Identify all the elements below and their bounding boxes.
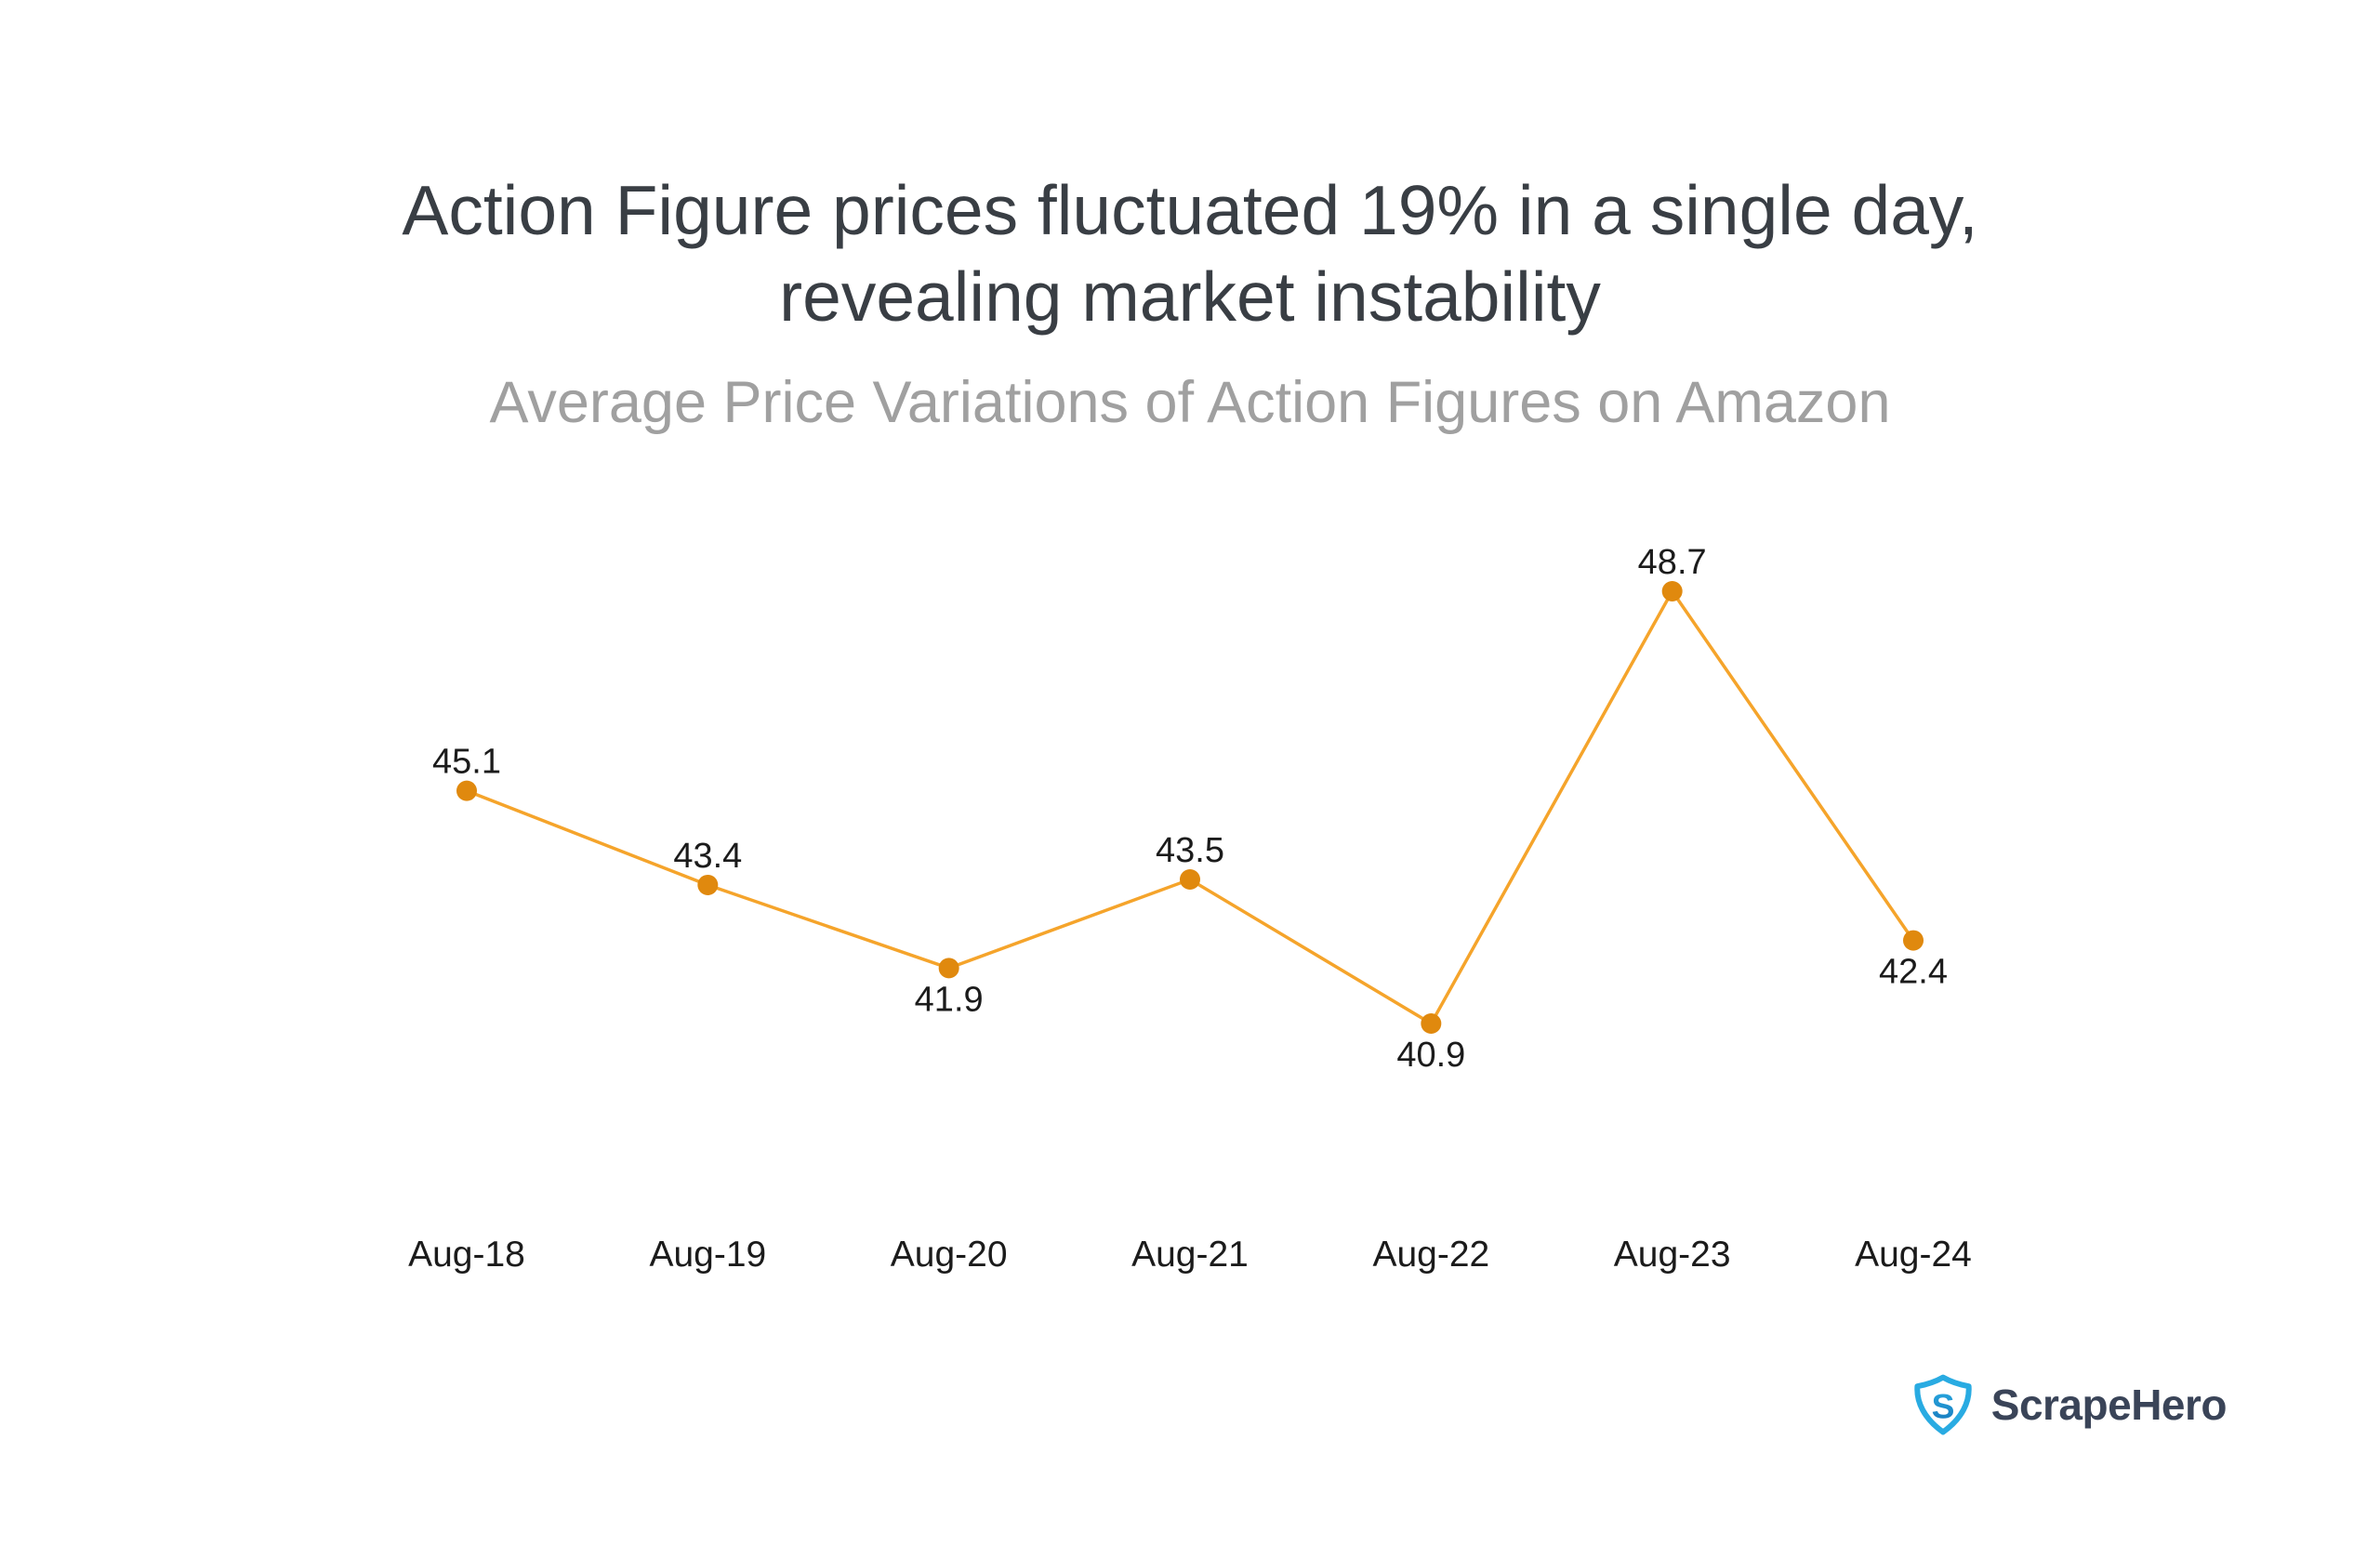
value-label-aug-21: 43.5 — [1156, 831, 1224, 870]
x-axis-label-aug-19: Aug-19 — [649, 1235, 766, 1275]
data-point-aug-19 — [697, 874, 719, 895]
x-axis-label-aug-23: Aug-23 — [1614, 1235, 1731, 1275]
x-axis-label-aug-20: Aug-20 — [891, 1235, 1008, 1275]
data-point-aug-24 — [1903, 930, 1924, 951]
brand-footer: S ScrapeHero — [1910, 1374, 2228, 1435]
value-label-aug-23: 48.7 — [1638, 543, 1707, 582]
chart-title: Action Figure prices fluctuated 19% in a… — [402, 171, 1978, 336]
data-point-aug-20 — [938, 958, 959, 979]
x-axis-label-aug-21: Aug-21 — [1131, 1235, 1249, 1275]
chart-subtitle: Average Price Variations of Action Figur… — [489, 370, 1891, 435]
shield-outline — [1914, 1374, 1972, 1435]
data-point-aug-22 — [1421, 1013, 1442, 1034]
data-point-aug-23 — [1661, 581, 1683, 601]
value-label-aug-22: 40.9 — [1396, 1036, 1465, 1075]
x-axis-label-aug-22: Aug-22 — [1372, 1235, 1489, 1275]
data-point-aug-21 — [1180, 869, 1200, 890]
x-axis-label-aug-24: Aug-24 — [1855, 1235, 1972, 1275]
shield-s-icon: S — [1914, 1374, 1972, 1435]
x-axis-label-aug-18: Aug-18 — [408, 1235, 525, 1275]
price-line — [466, 588, 1915, 1026]
data-point-aug-18 — [456, 780, 477, 801]
value-label-aug-20: 41.9 — [915, 980, 984, 1019]
shield-s-letter: S — [1931, 1386, 1954, 1425]
value-label-aug-18: 45.1 — [432, 743, 501, 782]
brand-name: ScrapeHero — [1990, 1381, 2228, 1429]
value-label-aug-19: 43.4 — [673, 837, 742, 876]
value-label-aug-24: 42.4 — [1879, 953, 1948, 992]
chart-header: Action Figure prices fluctuated 19% in a… — [0, 167, 2380, 432]
